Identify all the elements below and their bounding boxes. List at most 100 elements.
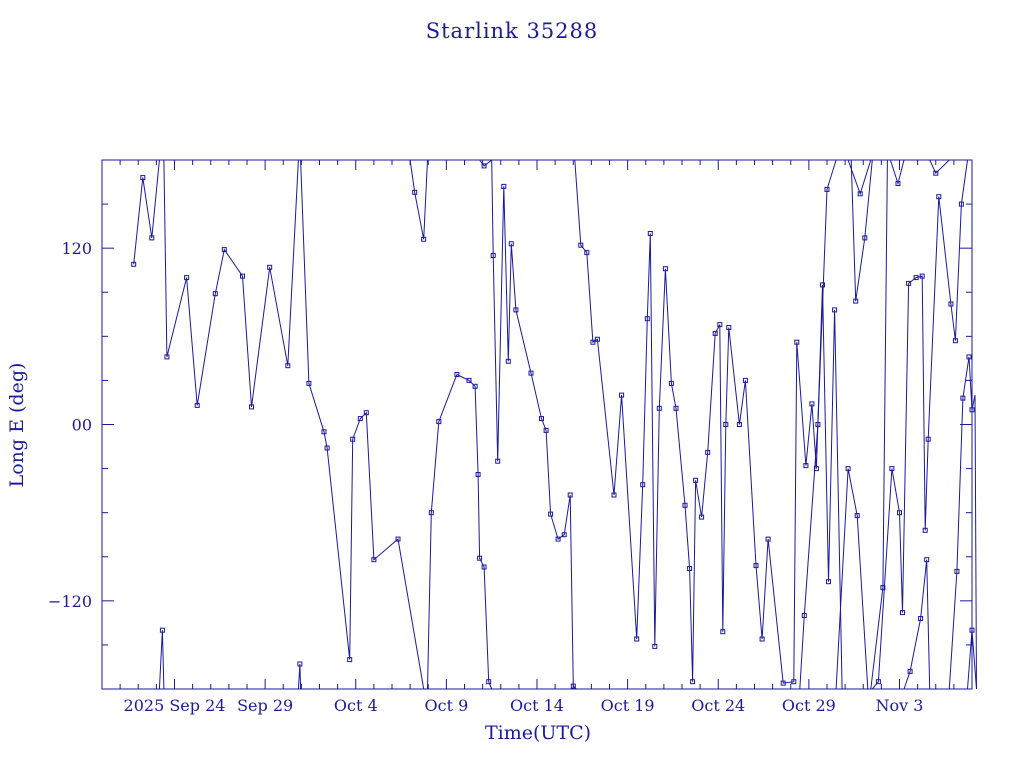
x-tick-label: Sep 29 [237, 696, 293, 715]
series-line [929, 159, 950, 175]
data-point [693, 477, 699, 483]
chart-title: Starlink 35288 [426, 19, 599, 43]
series-line [133, 159, 160, 265]
data-point [687, 566, 693, 571]
data-point [543, 427, 549, 433]
data-point [240, 273, 245, 279]
series-line [967, 630, 977, 690]
data-point [662, 266, 668, 272]
data-point [412, 189, 418, 195]
data-point [466, 377, 472, 383]
series-line [948, 356, 977, 690]
data-point [501, 183, 507, 189]
data-point [845, 466, 851, 472]
data-point [508, 241, 514, 247]
data-point [826, 579, 831, 585]
data-point [652, 643, 658, 649]
data-point [505, 358, 511, 364]
data-point [306, 380, 312, 386]
data-point [880, 585, 886, 591]
data-point [285, 363, 291, 369]
x-tick-label: Oct 9 [424, 696, 468, 715]
data-point [875, 679, 881, 685]
series-line [158, 630, 165, 690]
y-axis-label: Long E (deg) [6, 363, 28, 488]
data-point [952, 338, 958, 344]
data-point [297, 661, 303, 667]
data-point [539, 416, 544, 422]
data-point [918, 616, 924, 621]
data-point [212, 291, 218, 297]
data-point [159, 627, 165, 633]
axis-ticks: 2025 Sep 24 Sep 29 Oct 4 Oct 9 Oct 14 Oct 19 O… [48, 159, 973, 715]
data-point [594, 336, 600, 342]
data-point [958, 201, 964, 207]
data-point [753, 563, 759, 569]
data-point [815, 422, 821, 427]
data-point [699, 514, 705, 520]
data-point [919, 273, 925, 279]
y-tick-label: 00 [72, 416, 92, 435]
x-tick-label: Oct 4 [334, 696, 378, 715]
series-1 [131, 159, 977, 690]
data-point [590, 339, 596, 345]
plot-frame [101, 159, 973, 690]
data-point [454, 372, 460, 377]
data-point [966, 354, 972, 360]
y-tick-label: −120 [48, 592, 92, 611]
data-point [149, 235, 155, 241]
data-point [862, 235, 868, 241]
data-point [895, 181, 901, 186]
data-point [969, 627, 975, 633]
data-point [221, 247, 227, 253]
x-tick-label: Nov 3 [876, 696, 924, 715]
data-point [759, 636, 765, 642]
data-point [584, 250, 590, 256]
data-point [717, 322, 723, 328]
data-point [363, 410, 369, 416]
data-point [854, 513, 860, 519]
data-point [357, 416, 363, 422]
data-point [794, 339, 800, 345]
data-point [194, 402, 200, 408]
series-line [847, 159, 872, 196]
data-point [640, 482, 646, 488]
data-point [720, 629, 726, 635]
data-point [897, 510, 902, 516]
data-point [907, 668, 913, 674]
series-line [871, 159, 968, 690]
data-point [906, 280, 912, 286]
data-point [428, 510, 434, 516]
data-point [321, 429, 327, 435]
data-point [619, 392, 625, 398]
data-point [472, 383, 478, 389]
data-point [736, 422, 742, 427]
data-point [350, 436, 356, 442]
data-point [548, 511, 554, 517]
data-point [922, 527, 928, 533]
data-point [726, 325, 732, 330]
series-line [491, 159, 577, 690]
data-point [933, 170, 939, 176]
y-tick-label: 120 [61, 239, 92, 258]
data-point [857, 191, 863, 197]
series-line [903, 559, 931, 690]
data-point [673, 405, 679, 411]
data-point [555, 536, 561, 542]
data-point [481, 163, 487, 169]
data-layer [131, 159, 977, 690]
data-point [925, 436, 931, 442]
data-point [820, 282, 825, 288]
data-point [960, 395, 966, 401]
data-point [900, 610, 905, 616]
series-line [479, 159, 493, 167]
data-point [436, 419, 442, 425]
series-line [297, 663, 302, 690]
data-point [853, 298, 859, 304]
series-line [427, 373, 493, 690]
data-point [570, 683, 576, 689]
data-point [421, 236, 427, 242]
data-point [513, 307, 519, 313]
data-point [954, 568, 960, 574]
data-point [395, 536, 401, 542]
